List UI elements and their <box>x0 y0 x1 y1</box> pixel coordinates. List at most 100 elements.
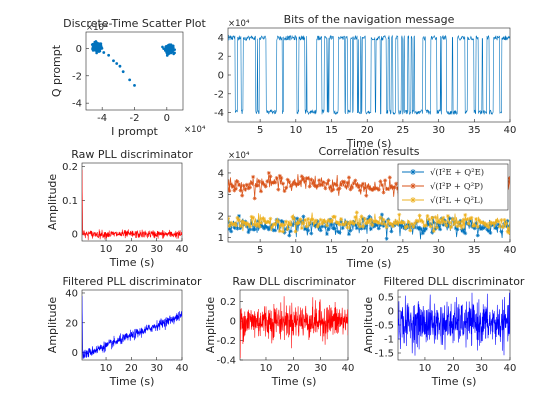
corr-xlabel: Time (s) <box>346 257 392 270</box>
pll-filt-ylabel: Amplitude <box>46 297 59 354</box>
corr-marker <box>460 219 465 224</box>
corr-marker <box>228 216 230 221</box>
dll-filt-chart: 10 20 30 40 -1.5 -1 -0.5 0 0.5 Filtered DLL discr… <box>362 275 525 388</box>
corr-y-exponent: ×10⁴ <box>228 151 250 161</box>
corr-marker <box>332 214 337 219</box>
corr-marker <box>401 224 406 229</box>
corr-marker <box>356 185 361 190</box>
corr-marker <box>320 183 325 188</box>
corr-marker <box>488 230 493 235</box>
corr-marker <box>387 175 392 180</box>
corr-marker <box>252 227 257 232</box>
corr-marker <box>274 175 279 180</box>
corr-marker <box>431 220 436 225</box>
corr-xtick-label: 5 <box>257 245 263 256</box>
dll-filt-ytick-label: -1.5 <box>374 349 394 360</box>
corr-legend-marker <box>410 197 416 203</box>
bits-xtick-label: 25 <box>397 125 410 136</box>
corr-marker <box>249 214 254 219</box>
corr-marker <box>346 221 351 226</box>
corr-marker <box>406 222 411 227</box>
corr-xtick-label: 30 <box>432 245 445 256</box>
bits-xtick-label: 15 <box>325 125 338 136</box>
corr-marker <box>412 225 417 230</box>
corr-marker <box>384 236 389 241</box>
corr-marker <box>298 179 303 184</box>
corr-marker <box>367 218 372 223</box>
pll-raw-plot-area <box>81 162 183 242</box>
dll-raw-ytick-label: -0.2 <box>216 336 236 347</box>
corr-marker <box>381 217 386 222</box>
corr-marker <box>497 224 502 229</box>
corr-marker <box>233 223 238 228</box>
corr-marker <box>420 220 425 225</box>
corr-marker <box>302 179 307 184</box>
corr-marker <box>335 187 340 192</box>
corr-marker <box>471 224 476 229</box>
corr-marker <box>433 215 438 220</box>
corr-marker <box>375 220 380 225</box>
corr-marker <box>252 222 257 227</box>
corr-marker <box>383 222 388 227</box>
pll-raw-ytick-label: 0 <box>72 230 78 241</box>
corr-marker <box>386 218 391 223</box>
corr-marker <box>378 223 383 228</box>
corr-marker <box>288 184 293 189</box>
corr-marker <box>494 225 499 230</box>
corr-marker <box>409 222 414 227</box>
corr-marker <box>480 220 485 225</box>
corr-marker <box>419 227 424 232</box>
corr-marker <box>317 178 322 183</box>
corr-marker <box>505 218 510 223</box>
corr-marker <box>422 228 427 233</box>
pll-raw-xtick-label: 20 <box>125 244 138 255</box>
corr-marker <box>395 186 400 191</box>
corr-marker <box>241 220 246 225</box>
corr-marker <box>486 225 491 230</box>
corr-marker <box>461 217 466 222</box>
corr-marker <box>257 179 262 184</box>
corr-marker <box>285 177 290 182</box>
corr-marker <box>328 219 333 224</box>
dll-filt-title: Filtered DLL discriminator <box>384 275 525 288</box>
dll-filt-ytick-label: 0 <box>388 307 394 318</box>
corr-marker <box>290 214 295 219</box>
corr-marker <box>383 178 388 183</box>
corr-marker <box>436 219 441 224</box>
corr-marker <box>359 226 364 231</box>
corr-legend-marker <box>410 183 416 189</box>
corr-marker <box>233 186 238 191</box>
corr-marker <box>312 220 317 225</box>
corr-marker <box>353 215 358 220</box>
corr-marker <box>258 220 263 225</box>
corr-marker <box>361 181 366 186</box>
corr-marker <box>384 225 389 230</box>
dll-raw-chart: 10 20 30 40 -0.4 -0.2 0 0.2 Raw DLL discriminato… <box>204 275 356 388</box>
corr-marker <box>348 187 353 192</box>
corr-marker <box>301 214 306 219</box>
corr-marker <box>247 227 252 232</box>
corr-marker <box>392 221 397 226</box>
corr-marker <box>434 225 439 230</box>
corr-marker <box>315 183 320 188</box>
corr-marker <box>378 179 383 184</box>
corr-marker <box>232 221 237 226</box>
corr-marker <box>320 221 325 226</box>
corr-marker <box>244 224 249 229</box>
corr-marker <box>236 217 241 222</box>
corr-marker <box>431 228 436 233</box>
corr-marker <box>229 182 234 187</box>
dll-raw-ylabel: Amplitude <box>204 297 217 354</box>
corr-marker <box>323 224 328 229</box>
corr-marker <box>280 229 285 234</box>
corr-marker <box>329 222 334 227</box>
corr-marker <box>263 224 268 229</box>
corr-marker <box>419 218 424 223</box>
dll-raw-ytick-label: 0 <box>230 317 236 328</box>
corr-marker <box>381 223 386 228</box>
corr-series-2 <box>228 210 510 235</box>
corr-marker <box>240 219 245 224</box>
corr-marker <box>350 185 355 190</box>
corr-marker <box>313 223 318 228</box>
